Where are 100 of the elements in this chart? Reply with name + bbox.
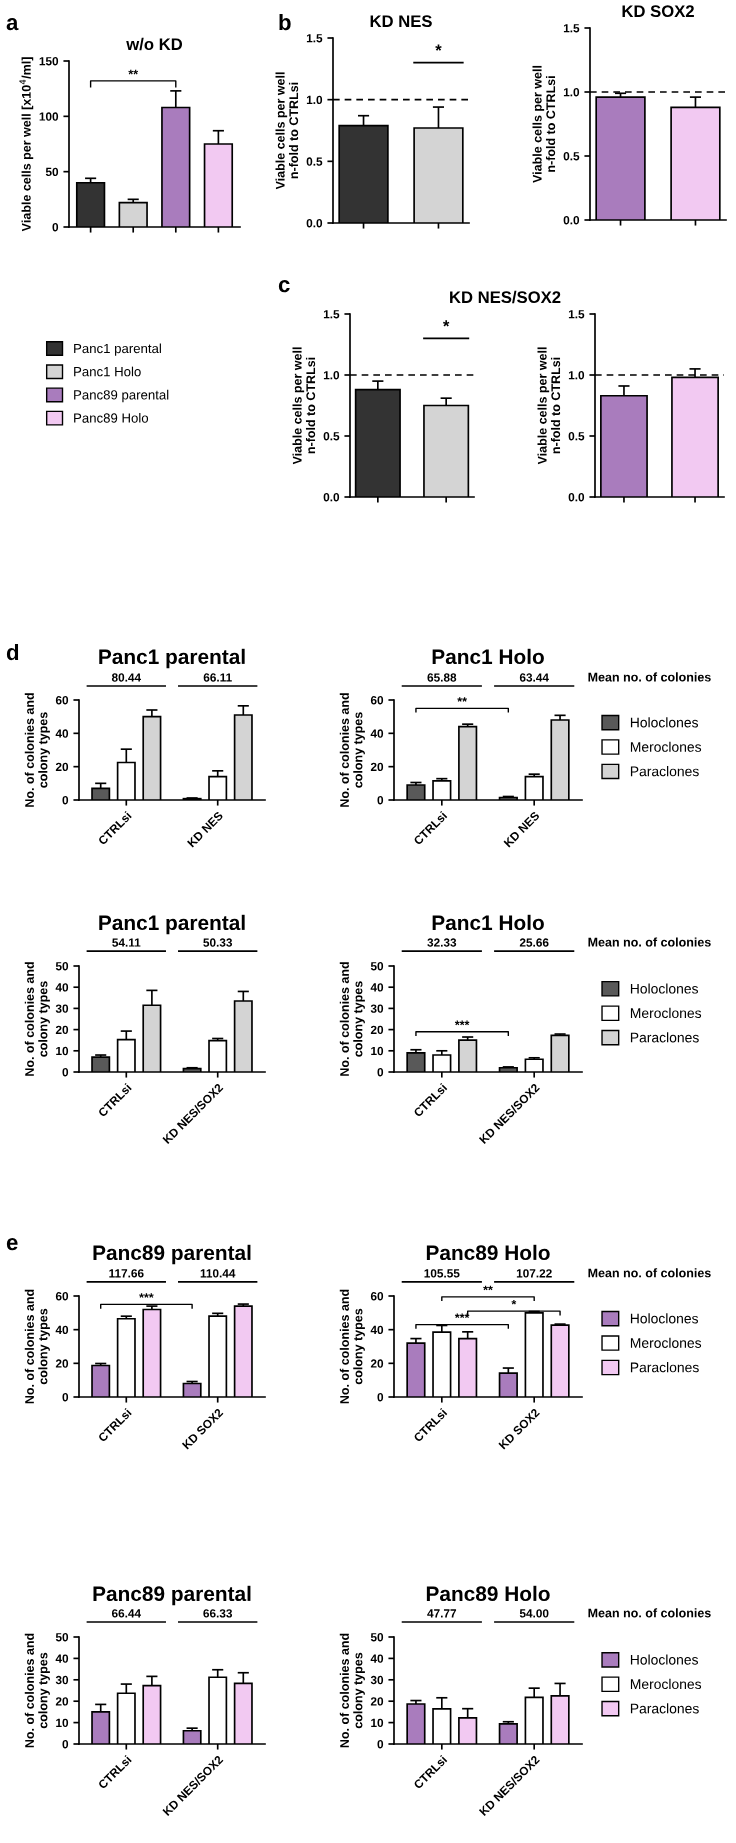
- y-tick-label: 0.5: [306, 157, 323, 166]
- y-tick-label: 30: [55, 1004, 69, 1013]
- y-tick-label: 0.0: [568, 493, 585, 502]
- legend-label: Meroclones: [630, 1007, 702, 1019]
- y-tick-label: 1.0: [306, 95, 323, 105]
- y-tick-label: 40: [370, 1325, 384, 1335]
- legend-label: Meroclones: [630, 1678, 702, 1690]
- y-tick-label: 1.5: [568, 310, 585, 319]
- y-tick-label: 10: [56, 1046, 69, 1056]
- text: d: [6, 643, 19, 661]
- text: 66.33: [203, 1609, 233, 1618]
- y-tick-label: 10: [371, 1718, 384, 1727]
- y-tick-label: 0: [52, 223, 59, 232]
- legend-label: Paraclones: [630, 1032, 699, 1043]
- text: 117.66: [109, 1269, 144, 1278]
- y-axis-title: No. of colonies and colony types: [339, 962, 365, 1076]
- y-tick-label: 10: [371, 1046, 384, 1056]
- chart-title: Panc1 parental: [99, 648, 245, 669]
- y-tick-label: 1.0: [568, 371, 585, 380]
- text: 63.44: [519, 673, 549, 682]
- legend-label: Panc89 parental: [74, 389, 169, 403]
- chart-title: Panc89 parental: [93, 1244, 251, 1265]
- chart-title: Panc1 parental: [99, 914, 245, 935]
- y-tick-label: 20: [55, 1025, 69, 1034]
- annotation: **: [457, 697, 467, 702]
- chart-title: Panc89 Holo: [426, 1585, 550, 1602]
- text: 47.77: [427, 1609, 457, 1618]
- y-tick-label: 40: [370, 1654, 384, 1663]
- y-tick-label: 40: [55, 1654, 69, 1663]
- y-tick-label: 20: [55, 1697, 69, 1706]
- y-tick-label: 0.0: [306, 219, 323, 228]
- y-tick-label: 30: [370, 1675, 384, 1685]
- text: b: [279, 13, 291, 31]
- annotation: *: [442, 320, 450, 327]
- y-tick-label: 0: [62, 1393, 69, 1402]
- y-tick-label: 0: [377, 1068, 384, 1077]
- y-tick-label: 0.5: [563, 152, 580, 161]
- y-axis-title: Viable cells per well n-fold to CTRLsi: [537, 347, 561, 465]
- y-tick-label: 40: [370, 729, 384, 738]
- text: 65.88: [427, 673, 457, 682]
- y-tick-label: 0: [62, 796, 69, 805]
- text: e: [6, 1238, 18, 1251]
- y-axis-title: No. of colonies and colony types: [24, 962, 50, 1076]
- text: Mean no. of colonies: [588, 672, 711, 682]
- y-tick-label: 30: [370, 1004, 384, 1013]
- annotation: *: [511, 1299, 517, 1305]
- y-tick-label: 40: [55, 983, 69, 992]
- text: Mean no. of colonies: [588, 1608, 711, 1618]
- text: 110.44: [200, 1269, 236, 1278]
- legend-label: Paraclones: [630, 766, 699, 777]
- y-tick-label: 0: [377, 1740, 384, 1749]
- y-tick-label: 60: [370, 696, 384, 705]
- y-tick-label: 50: [55, 1633, 69, 1642]
- y-tick-label: 1.0: [323, 371, 340, 380]
- legend-label: Meroclones: [630, 741, 702, 752]
- text: 25.66: [519, 938, 549, 947]
- text: 107.22: [516, 1269, 552, 1278]
- text: 105.55: [424, 1269, 460, 1278]
- text: Mean no. of colonies: [588, 937, 711, 947]
- legend-label: Panc1 parental: [74, 343, 161, 356]
- y-tick-label: 40: [55, 1325, 69, 1335]
- text: 66.44: [111, 1609, 142, 1618]
- y-tick-label: 0.0: [563, 216, 580, 225]
- y-axis-title: Viable cells per well [x10$^{4}$/ml]: [19, 57, 34, 232]
- annotation: *: [435, 44, 442, 51]
- y-tick-label: 20: [55, 1359, 69, 1368]
- y-tick-label: 0.0: [323, 493, 340, 502]
- y-tick-label: 0.5: [323, 432, 340, 441]
- y-tick-label: 50: [370, 1633, 384, 1642]
- legend-label: Holoclones: [630, 1313, 699, 1324]
- y-tick-label: 20: [370, 1359, 384, 1368]
- text: 66.11: [203, 673, 232, 682]
- y-tick-label: 40: [55, 729, 69, 738]
- legend-label: Meroclones: [630, 1337, 702, 1348]
- y-tick-label: 1.5: [306, 34, 323, 43]
- legend-label: Panc1 Holo: [74, 366, 141, 377]
- legend-label: Holoclones: [630, 1654, 699, 1665]
- chart-title: Panc89 parental: [93, 1585, 251, 1606]
- y-axis-title: No. of colonies and colony types: [24, 1289, 50, 1404]
- y-tick-label: 60: [55, 696, 69, 705]
- y-tick-label: 20: [370, 762, 384, 772]
- y-tick-label: 20: [55, 762, 69, 772]
- y-tick-label: 1.5: [563, 24, 580, 33]
- y-tick-label: 0: [377, 796, 384, 805]
- y-tick-label: 1.0: [563, 88, 580, 97]
- chart-title: Panc1 Holo: [432, 648, 544, 665]
- legend-label: Paraclones: [630, 1362, 699, 1373]
- chart-title: Panc89 Holo: [426, 1244, 550, 1261]
- y-tick-label: 10: [56, 1718, 69, 1727]
- text: 32.33: [427, 938, 457, 947]
- text: c: [278, 280, 290, 293]
- text: Mean no. of colonies: [588, 1268, 711, 1278]
- annotation: ***: [454, 1020, 470, 1026]
- chart-title: KD NES: [370, 15, 432, 28]
- text: a: [6, 18, 19, 31]
- y-tick-label: 100: [39, 112, 59, 121]
- y-axis-title: Viable cells per well n-fold to CTRLsi: [532, 65, 556, 183]
- text: 50.33: [203, 938, 233, 947]
- y-tick-label: 0: [62, 1068, 69, 1077]
- annotation: ***: [454, 1313, 470, 1319]
